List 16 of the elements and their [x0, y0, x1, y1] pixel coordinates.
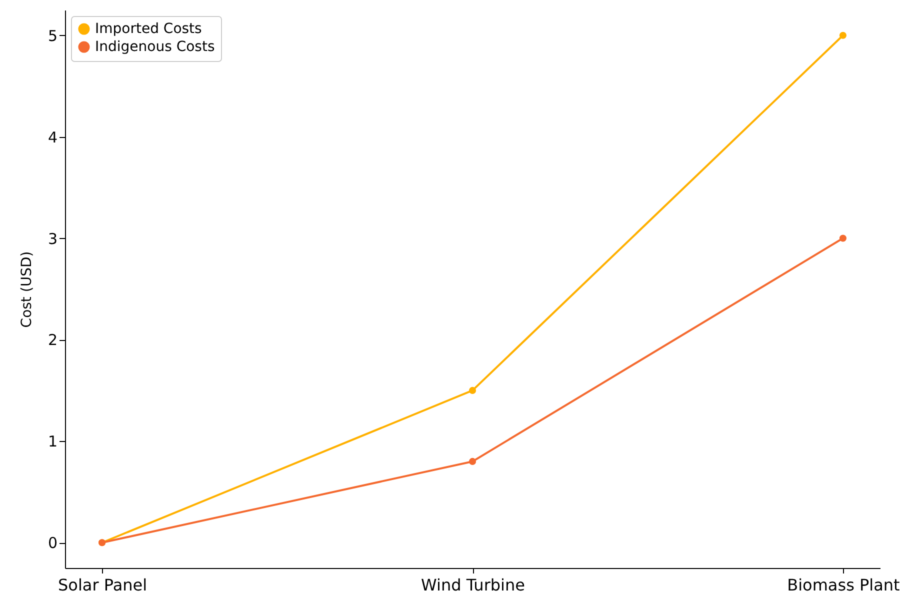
point	[839, 32, 846, 39]
x-tick-label: Biomass Plant	[787, 576, 900, 594]
legend-label: Indigenous Costs	[95, 39, 215, 55]
point	[468, 458, 476, 465]
y-tick-label: 2	[48, 331, 58, 350]
point	[839, 234, 846, 242]
y-tick-label: 1	[48, 432, 58, 451]
x-tick-label: Solar Panel	[58, 576, 148, 594]
y-tick-label: 3	[48, 230, 58, 248]
legend-label: Imported Costs	[95, 21, 202, 37]
y-tick-label: 4	[48, 128, 58, 146]
y-tick-label: 0	[48, 534, 58, 552]
y-tick-label: 5	[48, 26, 58, 45]
x-tick-label: Wind Turbine	[421, 576, 525, 594]
point	[468, 386, 476, 394]
y-axis-title: Cost (USD)	[18, 251, 35, 328]
